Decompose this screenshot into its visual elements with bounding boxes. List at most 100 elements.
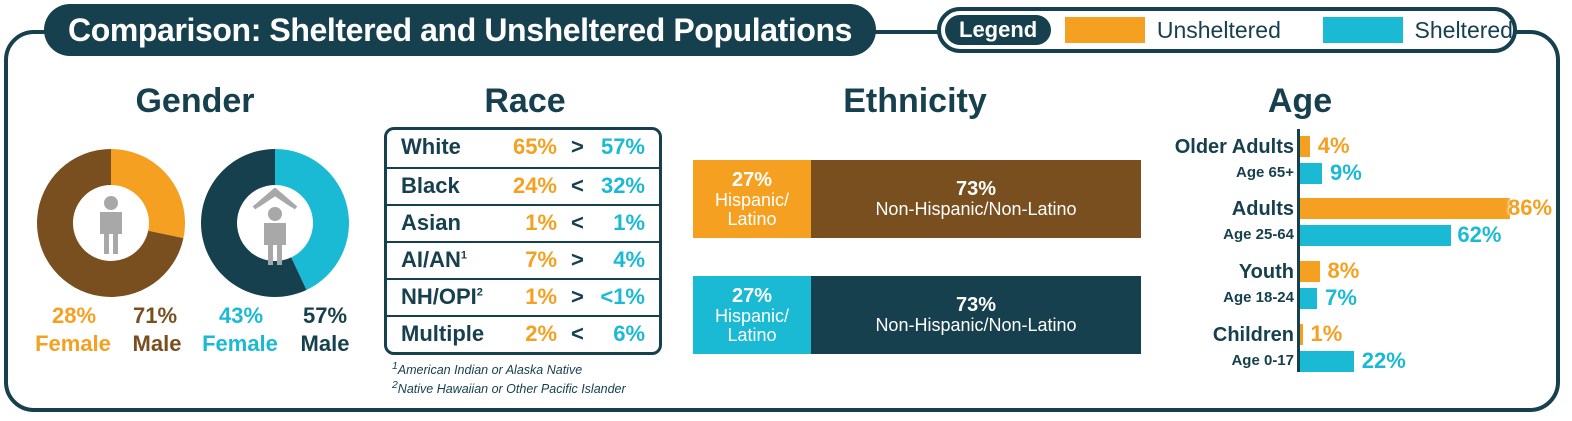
race-unsheltered-value: 2%	[525, 321, 557, 346]
ethnicity-label: Hispanic/Latino	[714, 189, 790, 229]
ethnicity-bar-sheltered: 27% Hispanic/Latino 73% Non-Hispanic/Non-La…	[693, 276, 1141, 354]
unsheltered-person-icon	[100, 196, 122, 254]
gender-unsheltered-female-label: Female	[35, 331, 111, 356]
age-range-label: Age 65+	[1236, 164, 1294, 181]
race-comparison-sign: <	[571, 321, 584, 346]
age-range-label: Age 18-24	[1223, 289, 1294, 306]
age-range-label: Age 25-64	[1223, 226, 1294, 243]
age-value-sheltered: 7%	[1325, 285, 1357, 310]
race-row-black: Black 24% <32%	[387, 167, 659, 204]
ethnicity-unsheltered-segment-hispanic: 27% Hispanic/Latino	[693, 160, 811, 238]
race-sheltered-value: 4%	[613, 247, 645, 272]
race-comparison-sign: >	[571, 284, 584, 309]
race-sheltered-value: 32%	[600, 173, 645, 198]
age-range-label: Age 0-17	[1231, 352, 1294, 369]
age-category-youth: Youth	[1238, 261, 1294, 283]
race-comparison-sign: >	[571, 247, 584, 272]
race-footnote-1: 1American Indian or Alaska Native	[392, 361, 582, 377]
gender-sheltered-female-pct: 43%	[218, 303, 264, 328]
race-unsheltered-value: 7%	[525, 247, 557, 272]
ethnicity-label-part: Latino	[727, 324, 777, 345]
race-unsheltered-value: 1%	[525, 210, 557, 235]
race-table: White 65% >57% Black 24% <32% Asian 1% <1% AI/AN1…	[384, 127, 662, 355]
age-value-unsheltered: 86%	[1508, 195, 1553, 220]
race-footnote-mark: 2	[476, 286, 483, 299]
age-bar-sheltered	[1300, 225, 1452, 246]
race-name: AI/AN1	[401, 247, 468, 272]
ethnicity-pct: 27%	[731, 168, 773, 191]
race-footnote-2: 2Native Hawaiian or Other Pacific Island…	[392, 380, 626, 396]
gender-donut-unsheltered	[34, 146, 188, 300]
ethnicity-label-part: Hispanic/	[714, 189, 790, 210]
race-unsheltered-value: 65%	[512, 134, 557, 159]
gender-unsheltered-female-pct: 28%	[51, 303, 97, 328]
age-value-sheltered: 22%	[1361, 348, 1406, 373]
gender-unsheltered-male-pct: 71%	[132, 303, 178, 328]
age-category-older-adults: Older Adults	[1174, 136, 1294, 158]
legend-title: Legend	[945, 15, 1052, 45]
gender-sheltered-male-pct: 57%	[302, 303, 348, 328]
age-bar-sheltered	[1300, 288, 1318, 309]
page-title: Comparison: Sheltered and Unsheltered Po…	[44, 4, 877, 56]
race-title: Race	[484, 82, 566, 120]
age-value-unsheltered: 4%	[1317, 133, 1350, 158]
age-value-unsheltered: 8%	[1327, 258, 1360, 283]
legend-swatch-sheltered	[1322, 17, 1403, 43]
age-bar-unsheltered	[1300, 136, 1310, 157]
race-footnote-2-text: Native Hawaiian or Other Pacific Islande…	[397, 382, 626, 397]
age-bar-unsheltered	[1300, 198, 1510, 219]
ethnicity-label: Non-Hispanic/Non-Latino	[875, 199, 1077, 220]
ethnicity-label: Hispanic/Latino	[714, 305, 790, 345]
ethnicity-sheltered-segment-non-hispanic: 73% Non-Hispanic/Non-Latino	[811, 276, 1141, 354]
race-row-white: White 65% >57%	[387, 130, 659, 167]
age-bar-sheltered	[1300, 163, 1322, 184]
race-sheltered-value: 57%	[600, 134, 645, 159]
race-row-nhopi: NH/OPI2 1% > <1%	[387, 278, 659, 315]
race-footnote-2-mark: 2	[392, 380, 398, 391]
race-footnote-1-mark: 1	[392, 361, 398, 372]
race-name: Multiple	[401, 321, 485, 346]
age-bar-sheltered	[1300, 351, 1354, 372]
race-sheltered-value: 1%	[613, 210, 645, 235]
ethnicity-pct: 27%	[731, 284, 773, 307]
race-name: Asian	[401, 210, 461, 235]
house-roof-icon	[252, 188, 298, 210]
legend: Legend Unsheltered Sheltered	[937, 7, 1517, 53]
gender-unsheltered-male-label: Male	[132, 331, 182, 356]
race-unsheltered-value: 1%	[525, 284, 557, 309]
race-comparison-sign: <	[571, 173, 584, 198]
race-unsheltered-value: 24%	[512, 173, 557, 198]
gender-donut-sheltered	[198, 146, 352, 300]
legend-swatch-unsheltered	[1065, 17, 1145, 43]
age-value-sheltered: 62%	[1457, 222, 1502, 247]
race-name: NH/OPI2	[401, 284, 483, 309]
race-row-aian: AI/AN1 7% >4%	[387, 241, 659, 278]
ethnicity-sheltered-segment-hispanic: 27% Hispanic/Latino	[693, 276, 811, 354]
race-footnote-1-text: American Indian or Alaska Native	[397, 363, 583, 378]
age-category-adults: Adults	[1231, 198, 1294, 220]
gender-unsheltered-male-slice	[37, 149, 184, 297]
race-name: White	[401, 134, 461, 159]
age-bar-unsheltered	[1300, 261, 1320, 282]
ethnicity-label: Non-Hispanic/Non-Latino	[875, 315, 1077, 336]
gender-sheltered-female-slice	[275, 149, 350, 290]
ethnicity-pct: 73%	[955, 294, 997, 317]
gender-unsheltered-female-slice	[111, 149, 185, 239]
age-axis	[1297, 129, 1300, 372]
gender-title: Gender	[135, 82, 255, 120]
race-sheltered-value: 6%	[613, 321, 645, 346]
ethnicity-bar-unsheltered: 27% Hispanic/Latino 73% Non-Hispanic/Non-La…	[693, 160, 1141, 238]
gender-sheltered-male-label: Male	[300, 331, 350, 356]
age-value-sheltered: 9%	[1329, 160, 1362, 185]
ethnicity-label-part: Latino	[727, 208, 777, 229]
age-value-unsheltered: 1%	[1310, 321, 1343, 346]
race-name: Black	[401, 173, 460, 198]
race-comparison-sign: >	[571, 134, 584, 159]
ethnicity-label-part: Hispanic/	[714, 305, 790, 326]
gender-sheltered-female-label: Female	[202, 331, 278, 356]
race-row-multiple: Multiple 2% <6%	[387, 315, 659, 352]
sheltered-person-icon	[264, 207, 286, 265]
race-comparison-sign: <	[571, 210, 584, 235]
age-title: Age	[1267, 82, 1333, 120]
ethnicity-pct: 73%	[955, 178, 997, 201]
